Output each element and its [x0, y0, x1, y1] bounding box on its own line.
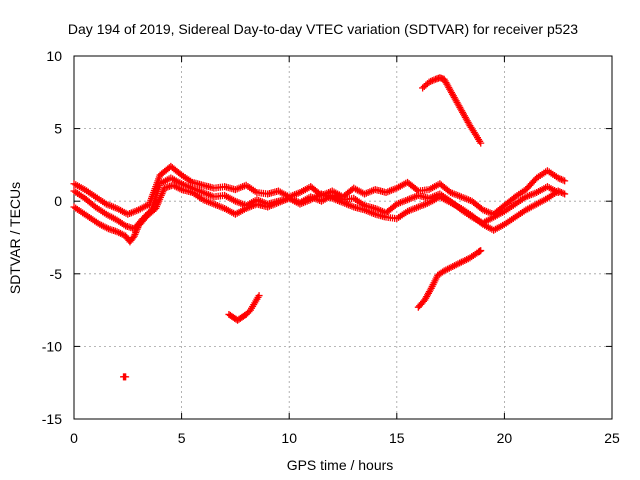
- data-point: [477, 247, 485, 255]
- data-point: [557, 175, 565, 183]
- series-track-e: [414, 247, 485, 311]
- data-point: [557, 188, 565, 196]
- series-track-c: [70, 181, 569, 246]
- data-point: [427, 77, 435, 85]
- data-point: [561, 190, 569, 198]
- x-axis-label: GPS time / hours: [287, 457, 394, 473]
- x-tick-label: 25: [604, 430, 620, 446]
- x-tick-label: 10: [281, 430, 297, 446]
- series-track-d: [419, 74, 485, 147]
- data-points: [70, 74, 569, 381]
- series-track-f: [225, 292, 263, 324]
- data-point: [561, 177, 569, 185]
- x-tick-label: 0: [70, 430, 78, 446]
- plot-frame: [73, 55, 613, 420]
- data-point: [556, 175, 564, 183]
- y-axis-label: SDTVAR / TECUs: [7, 182, 23, 294]
- data-point: [122, 373, 130, 381]
- axis-ticks: 0 5 10 15 20 25 -15 -10 -5 0 5 10: [42, 48, 620, 446]
- x-tick-label: 20: [497, 430, 513, 446]
- data-point: [554, 174, 562, 182]
- chart-title: Day 194 of 2019, Sidereal Day-to-day VTE…: [68, 21, 578, 37]
- x-tick-label: 5: [178, 430, 186, 446]
- data-point: [556, 188, 564, 196]
- data-point: [413, 186, 421, 194]
- y-tick-label: 5: [54, 121, 62, 137]
- y-tick-label: -10: [42, 338, 62, 354]
- data-point: [255, 292, 263, 300]
- y-tick-label: -5: [50, 266, 63, 282]
- data-point: [425, 78, 433, 86]
- y-tick-label: 0: [54, 193, 62, 209]
- data-point: [559, 176, 567, 184]
- data-point: [430, 76, 438, 84]
- data-point: [426, 286, 434, 294]
- grid: [74, 56, 612, 419]
- y-tick-label: 10: [46, 48, 62, 64]
- y-tick-label: -15: [42, 411, 62, 427]
- x-tick-label: 15: [389, 430, 405, 446]
- data-point: [428, 77, 436, 85]
- series-track-a: [70, 162, 569, 218]
- data-point: [559, 189, 567, 197]
- data-point: [554, 187, 562, 195]
- series-track-g: [119, 373, 130, 381]
- data-point: [477, 139, 485, 147]
